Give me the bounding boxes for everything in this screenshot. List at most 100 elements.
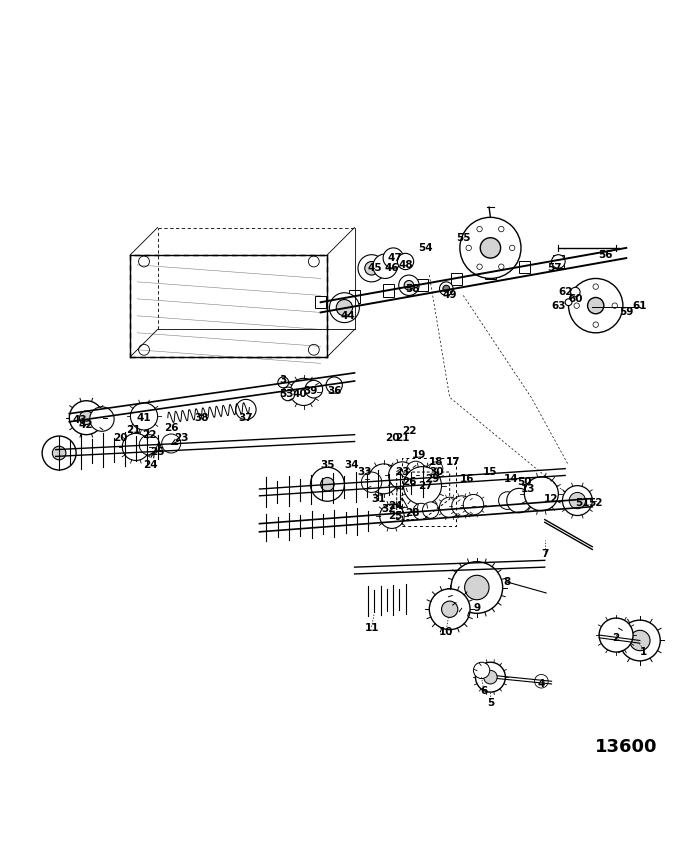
- Text: 48: 48: [398, 260, 413, 270]
- Text: 22: 22: [143, 430, 157, 440]
- Text: 37: 37: [239, 413, 253, 423]
- Text: 44: 44: [340, 311, 355, 321]
- Polygon shape: [451, 273, 462, 285]
- Circle shape: [399, 275, 419, 295]
- Text: 13: 13: [520, 484, 535, 494]
- Text: 5: 5: [487, 698, 494, 708]
- Circle shape: [451, 496, 472, 516]
- Circle shape: [383, 248, 404, 268]
- Circle shape: [593, 284, 598, 290]
- Circle shape: [477, 264, 482, 269]
- Text: 47: 47: [388, 253, 402, 263]
- Text: 11: 11: [364, 623, 379, 633]
- Circle shape: [310, 467, 344, 501]
- Circle shape: [305, 380, 323, 398]
- Polygon shape: [553, 256, 564, 267]
- Text: 42: 42: [79, 419, 93, 430]
- Text: 22: 22: [402, 426, 416, 436]
- Circle shape: [406, 461, 425, 481]
- Circle shape: [426, 464, 439, 477]
- Circle shape: [122, 433, 149, 460]
- Text: 13600: 13600: [595, 738, 657, 756]
- Text: 24: 24: [143, 460, 158, 470]
- Circle shape: [423, 502, 439, 518]
- Text: 52: 52: [589, 498, 603, 508]
- Text: 26: 26: [164, 423, 179, 433]
- Circle shape: [361, 472, 382, 492]
- Circle shape: [441, 601, 458, 617]
- Circle shape: [563, 486, 592, 515]
- Circle shape: [130, 402, 158, 430]
- Circle shape: [53, 447, 66, 460]
- Text: 43: 43: [72, 415, 87, 424]
- Circle shape: [139, 435, 160, 455]
- Circle shape: [413, 503, 429, 520]
- Text: 3: 3: [280, 375, 287, 385]
- Circle shape: [463, 494, 484, 514]
- Text: 21: 21: [127, 425, 141, 435]
- Circle shape: [90, 407, 114, 431]
- Circle shape: [336, 300, 353, 316]
- Circle shape: [389, 462, 416, 489]
- Text: 45: 45: [368, 263, 383, 273]
- Circle shape: [619, 620, 660, 661]
- Circle shape: [451, 562, 503, 613]
- Circle shape: [499, 264, 504, 269]
- Circle shape: [70, 401, 103, 435]
- Text: 25: 25: [150, 447, 165, 457]
- Circle shape: [416, 465, 429, 479]
- Circle shape: [535, 674, 548, 688]
- Polygon shape: [519, 261, 530, 273]
- Text: 24: 24: [388, 501, 402, 511]
- Circle shape: [443, 285, 449, 292]
- Circle shape: [321, 477, 334, 491]
- Circle shape: [138, 345, 149, 355]
- Circle shape: [398, 253, 414, 270]
- Polygon shape: [417, 278, 428, 291]
- Text: 2: 2: [612, 633, 620, 644]
- Text: 15: 15: [483, 467, 498, 477]
- Text: 19: 19: [412, 450, 426, 460]
- Circle shape: [365, 261, 379, 275]
- Text: 36: 36: [327, 385, 342, 396]
- Text: 56: 56: [599, 250, 613, 260]
- Text: 59: 59: [619, 307, 634, 318]
- Text: 63: 63: [551, 301, 565, 311]
- Circle shape: [358, 255, 385, 282]
- Text: 53: 53: [280, 389, 294, 399]
- Circle shape: [290, 379, 317, 406]
- Polygon shape: [349, 290, 360, 302]
- Circle shape: [509, 245, 515, 250]
- Circle shape: [326, 377, 342, 393]
- Circle shape: [369, 464, 399, 494]
- Text: 20: 20: [385, 433, 399, 443]
- Circle shape: [429, 462, 443, 475]
- Text: 61: 61: [633, 301, 647, 311]
- Polygon shape: [383, 284, 394, 296]
- Circle shape: [404, 467, 441, 504]
- Circle shape: [599, 618, 633, 652]
- Text: 38: 38: [194, 413, 209, 423]
- Circle shape: [499, 492, 516, 509]
- Circle shape: [473, 662, 490, 678]
- Text: 28: 28: [405, 508, 419, 518]
- Text: 9: 9: [473, 603, 480, 613]
- Circle shape: [308, 256, 319, 267]
- Text: 35: 35: [320, 460, 335, 470]
- Text: 60: 60: [568, 294, 582, 304]
- Circle shape: [380, 504, 404, 528]
- Text: 21: 21: [395, 433, 409, 443]
- Circle shape: [278, 377, 288, 388]
- Circle shape: [464, 576, 489, 599]
- Text: 27: 27: [419, 481, 433, 491]
- Circle shape: [574, 303, 580, 308]
- Circle shape: [569, 278, 623, 333]
- Circle shape: [42, 436, 76, 470]
- Text: 26: 26: [402, 477, 416, 487]
- Circle shape: [329, 293, 359, 323]
- Circle shape: [509, 491, 527, 508]
- Text: 23: 23: [174, 433, 189, 443]
- Polygon shape: [485, 267, 496, 279]
- Text: 20: 20: [113, 433, 128, 443]
- Circle shape: [460, 217, 521, 278]
